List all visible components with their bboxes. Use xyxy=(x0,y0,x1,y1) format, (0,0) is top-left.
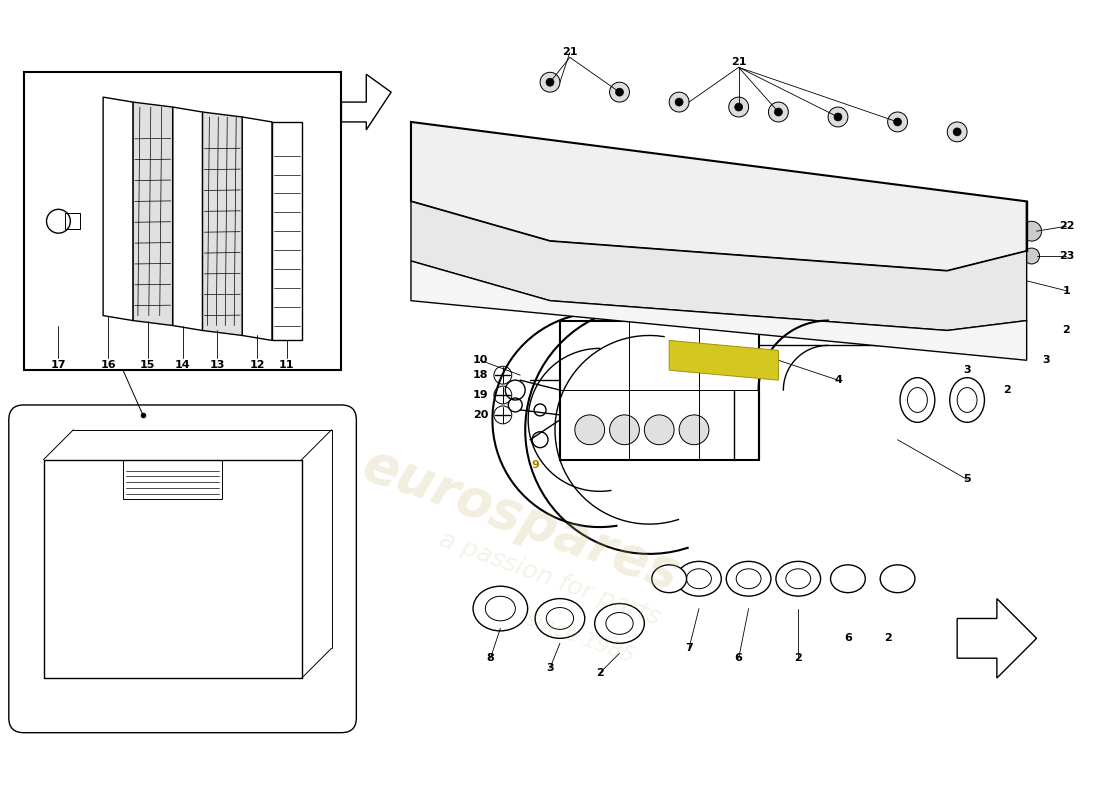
Circle shape xyxy=(609,82,629,102)
Ellipse shape xyxy=(880,565,915,593)
Text: 23: 23 xyxy=(1058,251,1074,261)
Ellipse shape xyxy=(686,569,712,589)
Text: since 1985: since 1985 xyxy=(522,610,637,667)
Circle shape xyxy=(249,310,258,321)
Circle shape xyxy=(179,301,189,310)
Circle shape xyxy=(616,88,624,96)
Ellipse shape xyxy=(900,378,935,422)
Ellipse shape xyxy=(908,387,927,413)
Text: 16: 16 xyxy=(100,360,116,370)
Text: 2: 2 xyxy=(596,668,604,678)
Ellipse shape xyxy=(595,603,645,643)
Circle shape xyxy=(110,117,120,127)
Circle shape xyxy=(110,290,120,301)
Ellipse shape xyxy=(676,562,722,596)
Bar xyxy=(24,72,341,370)
Text: 2: 2 xyxy=(1063,326,1070,335)
Polygon shape xyxy=(341,74,392,130)
Polygon shape xyxy=(173,107,202,330)
Ellipse shape xyxy=(776,562,821,596)
Text: 4: 4 xyxy=(834,375,842,385)
Circle shape xyxy=(828,107,848,127)
Circle shape xyxy=(954,128,961,136)
Text: 2: 2 xyxy=(794,653,802,663)
Circle shape xyxy=(1024,248,1040,264)
Circle shape xyxy=(609,415,639,445)
Ellipse shape xyxy=(917,306,937,335)
Text: 9: 9 xyxy=(531,459,539,470)
Text: 20: 20 xyxy=(473,410,488,420)
Polygon shape xyxy=(411,202,1026,330)
Circle shape xyxy=(669,92,689,112)
Text: 1: 1 xyxy=(1063,286,1070,296)
Text: 10: 10 xyxy=(473,355,488,366)
Circle shape xyxy=(1022,222,1042,241)
Ellipse shape xyxy=(830,565,866,593)
Text: 15: 15 xyxy=(140,360,155,370)
Ellipse shape xyxy=(652,565,686,593)
Circle shape xyxy=(540,72,560,92)
Text: 13: 13 xyxy=(210,360,225,370)
Text: 6: 6 xyxy=(735,653,743,663)
Text: 21: 21 xyxy=(730,58,747,67)
Polygon shape xyxy=(669,341,779,380)
Text: 5: 5 xyxy=(964,474,971,485)
Text: 2: 2 xyxy=(1003,385,1011,395)
Text: 11: 11 xyxy=(279,360,295,370)
Text: 7: 7 xyxy=(685,643,693,654)
Polygon shape xyxy=(272,122,301,341)
Text: 6: 6 xyxy=(844,634,851,643)
Circle shape xyxy=(947,122,967,142)
Text: 22: 22 xyxy=(1058,222,1074,231)
Text: 19: 19 xyxy=(473,390,488,400)
Ellipse shape xyxy=(736,569,761,589)
Text: 14: 14 xyxy=(175,360,190,370)
Circle shape xyxy=(893,118,902,126)
Ellipse shape xyxy=(473,586,528,631)
Ellipse shape xyxy=(876,303,900,338)
Ellipse shape xyxy=(785,569,811,589)
Circle shape xyxy=(675,98,683,106)
Polygon shape xyxy=(411,261,1026,360)
Circle shape xyxy=(774,108,782,116)
Ellipse shape xyxy=(949,378,984,422)
Bar xyxy=(123,459,222,499)
Circle shape xyxy=(575,415,605,445)
Text: 3: 3 xyxy=(1043,355,1050,366)
Circle shape xyxy=(728,97,749,117)
Circle shape xyxy=(834,113,842,121)
Ellipse shape xyxy=(957,387,977,413)
Circle shape xyxy=(888,112,907,132)
Text: 8: 8 xyxy=(486,653,494,663)
Bar xyxy=(560,321,759,459)
Ellipse shape xyxy=(535,598,585,638)
Ellipse shape xyxy=(606,613,634,634)
Circle shape xyxy=(735,103,743,111)
Text: 12: 12 xyxy=(250,360,265,370)
Text: 17: 17 xyxy=(51,360,66,370)
Circle shape xyxy=(769,102,789,122)
Ellipse shape xyxy=(547,607,573,630)
Polygon shape xyxy=(103,97,133,321)
Polygon shape xyxy=(957,598,1036,678)
Polygon shape xyxy=(242,117,272,341)
Text: 3: 3 xyxy=(964,366,971,375)
Circle shape xyxy=(249,137,258,146)
Text: 21: 21 xyxy=(562,47,578,58)
Polygon shape xyxy=(133,102,173,326)
Text: 2: 2 xyxy=(883,634,891,643)
Circle shape xyxy=(179,127,189,137)
Ellipse shape xyxy=(726,562,771,596)
Circle shape xyxy=(645,415,674,445)
Bar xyxy=(65,214,80,229)
Text: 3: 3 xyxy=(547,663,553,673)
Ellipse shape xyxy=(485,596,516,621)
Circle shape xyxy=(679,415,708,445)
Text: a passion for parts: a passion for parts xyxy=(437,527,663,630)
Circle shape xyxy=(546,78,554,86)
Text: eurospares: eurospares xyxy=(354,438,685,601)
Polygon shape xyxy=(202,112,242,335)
Text: 18: 18 xyxy=(473,370,488,380)
Polygon shape xyxy=(411,122,1026,271)
